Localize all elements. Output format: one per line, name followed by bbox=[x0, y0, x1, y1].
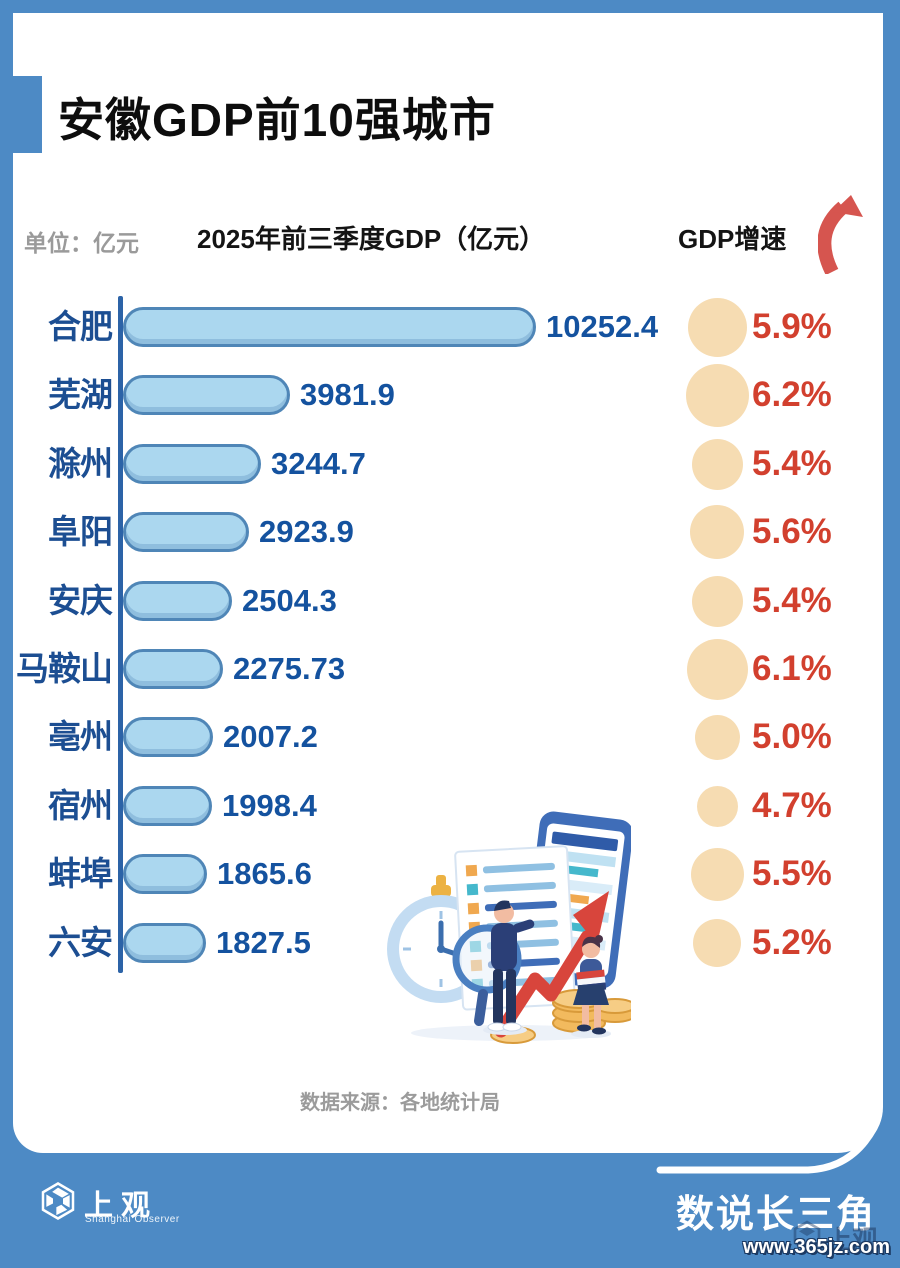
growth-bubble bbox=[691, 575, 743, 627]
gdp-value-label: 2923.9 bbox=[259, 514, 354, 549]
gdp-column-header: 2025年前三季度GDP（亿元） bbox=[197, 224, 546, 254]
growth-value-label: 4.7% bbox=[752, 786, 832, 825]
chart-axis-line bbox=[118, 296, 123, 973]
gdp-bar bbox=[123, 307, 536, 347]
growth-bubble bbox=[686, 638, 748, 700]
growth-value-label: 5.5% bbox=[752, 854, 832, 893]
bar-category-label: 阜阳 bbox=[48, 513, 113, 550]
gdp-value-label: 1998.4 bbox=[222, 788, 317, 823]
bar-category-label: 安庆 bbox=[48, 582, 113, 619]
bar-category-label: 滁州 bbox=[48, 445, 113, 482]
gdp-bar bbox=[123, 854, 207, 894]
growth-bubble bbox=[694, 714, 740, 760]
page-title: 安徽GDP前10强城市 bbox=[58, 94, 496, 146]
growth-bubble bbox=[693, 919, 741, 967]
growth-value-label: 6.1% bbox=[752, 649, 832, 688]
growth-value-label: 5.4% bbox=[752, 444, 832, 483]
growth-bubble bbox=[690, 505, 744, 559]
bar-category-label: 六安 bbox=[48, 924, 113, 961]
growth-value-label: 5.4% bbox=[752, 581, 832, 620]
gdp-bar bbox=[123, 512, 249, 552]
man-figure bbox=[483, 900, 535, 1035]
gdp-bar bbox=[123, 649, 223, 689]
gdp-value-label: 2007.2 bbox=[223, 719, 318, 754]
gdp-bar bbox=[123, 581, 232, 621]
bar-category-label: 芜湖 bbox=[48, 376, 113, 413]
gdp-bar bbox=[123, 786, 212, 826]
growth-value-label: 5.2% bbox=[752, 923, 832, 962]
growth-column-header: GDP增速 bbox=[678, 224, 787, 254]
bar-category-label: 马鞍山 bbox=[16, 650, 113, 687]
series-title: 数说长三角 bbox=[676, 1191, 877, 1236]
gdp-value-label: 2504.3 bbox=[242, 583, 337, 618]
gdp-value-label: 1865.6 bbox=[217, 856, 312, 891]
bar-category-label: 合肥 bbox=[48, 308, 113, 345]
growth-value-label: 5.9% bbox=[752, 307, 832, 346]
growth-bubble bbox=[691, 438, 743, 490]
growth-bubble bbox=[685, 363, 749, 427]
gdp-value-label: 10252.4 bbox=[546, 309, 659, 344]
bar-category-label: 蚌埠 bbox=[48, 855, 113, 892]
bar-category-label: 宿州 bbox=[48, 787, 113, 824]
gdp-value-label: 2275.73 bbox=[233, 651, 346, 686]
observer-logo-subtext: Shanghai Observer bbox=[85, 1214, 180, 1225]
bar-category-label: 亳州 bbox=[48, 718, 113, 755]
growth-bubble bbox=[687, 297, 747, 357]
unit-label: 单位：亿元 bbox=[24, 230, 139, 256]
growth-bubble bbox=[690, 847, 744, 901]
footer-swoosh-line bbox=[656, 1124, 878, 1174]
growth-value-label: 5.0% bbox=[752, 717, 832, 756]
gdp-value-label: 1827.5 bbox=[216, 925, 311, 960]
gdp-value-label: 3244.7 bbox=[271, 446, 366, 481]
gdp-bar bbox=[123, 717, 213, 757]
growth-value-label: 5.6% bbox=[752, 512, 832, 551]
data-source-note: 数据来源：各地统计局 bbox=[300, 1092, 500, 1114]
site-watermark: www.365jz.com bbox=[742, 1236, 890, 1258]
rising-arrow-illustration bbox=[494, 891, 609, 1038]
growth-up-arrow-icon bbox=[818, 195, 863, 274]
finance-analysis-illustration bbox=[387, 811, 631, 1044]
growth-value-label: 6.2% bbox=[752, 375, 832, 414]
watermark-logo-text: 上观 bbox=[826, 1226, 879, 1256]
growth-bubble bbox=[696, 785, 738, 827]
title-accent-tab bbox=[13, 76, 42, 153]
observer-logo-text: 上观 bbox=[84, 1188, 159, 1222]
gdp-value-label: 3981.9 bbox=[300, 377, 395, 412]
woman-figure bbox=[571, 935, 611, 1038]
shanghai-observer-logo-icon bbox=[41, 1182, 75, 1220]
gdp-bar bbox=[123, 444, 261, 484]
watermark-logo-icon bbox=[793, 1220, 821, 1252]
gdp-bar bbox=[123, 923, 206, 963]
gdp-bar bbox=[123, 375, 290, 415]
